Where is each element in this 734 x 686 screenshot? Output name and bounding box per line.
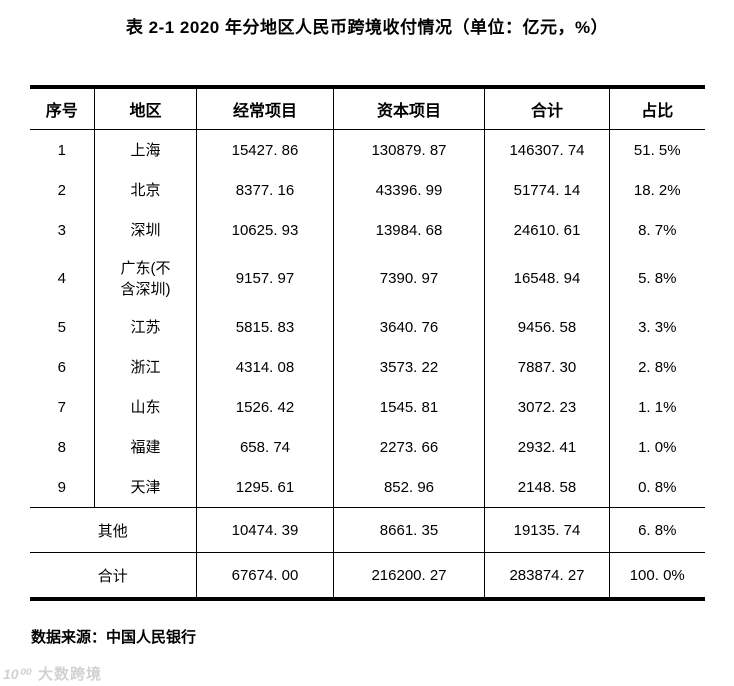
cell-region: 北京 — [94, 170, 197, 210]
cell-total: 9456. 58 — [484, 307, 610, 347]
cell-capital: 3640. 76 — [333, 307, 485, 347]
cell-seq: 8 — [57, 438, 66, 456]
cell-current: 10474. 39 — [196, 507, 334, 553]
col-header-seq: 序号 — [29, 87, 95, 130]
cell-seq: 6 — [57, 358, 66, 376]
cell-current: 5815. 83 — [196, 307, 334, 347]
table-row: 9 天津 1295. 61 852. 96 2148. 58 0. 8% — [30, 467, 705, 508]
cell-capital: 852. 96 — [333, 467, 485, 508]
cell-current: 4314. 08 — [196, 347, 334, 387]
cell-capital: 13984. 68 — [333, 210, 485, 250]
table-row: 5 江苏 5815. 83 3640. 76 9456. 58 3. 3% — [30, 307, 705, 347]
cell-current: 10625. 93 — [196, 210, 334, 250]
cell-total: 16548. 94 — [484, 250, 610, 307]
regional-rmb-table: 序号 地区 经常项目 资本项目 合计 占比 1 上海 15427. 86 130… — [29, 85, 705, 601]
cell-region: 福建 — [94, 427, 197, 467]
cell-current: 1526. 42 — [196, 387, 334, 427]
cell-share: 18. 2% — [609, 170, 705, 210]
cell-total: 146307. 74 — [484, 129, 610, 170]
col-header-share: 占比 — [609, 87, 705, 130]
cell-share: 3. 3% — [609, 307, 705, 347]
table-row: 8 福建 658. 74 2273. 66 2932. 41 1. 0% — [30, 427, 705, 467]
cell-share: 6. 8% — [609, 507, 705, 553]
cell-capital: 1545. 81 — [333, 387, 485, 427]
cell-seq: 1 — [57, 141, 66, 159]
cell-capital: 3573. 22 — [333, 347, 485, 387]
cell-seq: 5 — [57, 318, 66, 336]
table-row-grand-total: 合计 67674. 00 216200. 27 283874. 27 100. … — [29, 552, 705, 599]
cell-total: 24610. 61 — [484, 210, 610, 250]
cell-capital: 8661. 35 — [333, 507, 485, 553]
cell-share: 51. 5% — [609, 129, 705, 170]
cell-share: 1. 1% — [609, 387, 705, 427]
cell-share: 0. 8% — [609, 467, 705, 508]
cell-share: 2. 8% — [609, 347, 705, 387]
cell-capital: 216200. 27 — [333, 552, 485, 599]
cell-label: 合计 — [29, 552, 197, 599]
cell-current: 8377. 16 — [196, 170, 334, 210]
table-row: 2 北京 8377. 16 43396. 99 51774. 14 18. 2% — [30, 170, 705, 210]
cell-label: 其他 — [29, 507, 197, 553]
cell-seq: 4 — [57, 270, 66, 287]
cell-current: 67674. 00 — [196, 552, 334, 599]
cell-seq: 2 — [57, 181, 66, 199]
cell-share: 1. 0% — [609, 427, 705, 467]
cell-region: 深圳 — [94, 210, 197, 250]
cell-region: 天津 — [94, 467, 197, 508]
table-row-other: 其他 10474. 39 8661. 35 19135. 74 6. 8% — [29, 507, 705, 553]
table-row: 3 深圳 10625. 93 13984. 68 24610. 61 8. 7% — [30, 210, 705, 250]
data-source-note: 数据来源：中国人民银行 — [31, 629, 197, 646]
cell-region: 上海 — [94, 129, 197, 170]
watermark: 10⁰⁰ 大数跨境 — [3, 663, 102, 684]
cell-region: 浙江 — [94, 347, 197, 387]
page-title: 表 2-1 2020 年分地区人民币跨境收付情况（单位：亿元，%） — [125, 18, 609, 37]
table-row: 1 上海 15427. 86 130879. 87 146307. 74 51.… — [30, 129, 705, 170]
cell-share: 5. 8% — [609, 250, 705, 307]
col-header-region: 地区 — [94, 87, 197, 130]
cell-seq: 7 — [57, 398, 66, 416]
cell-current: 9157. 97 — [196, 250, 334, 307]
table-row: 4 广东(不 含深圳) 9157. 97 7390. 97 16548. 94 … — [30, 250, 705, 307]
col-header-current: 经常项目 — [196, 87, 334, 130]
cell-share: 100. 0% — [609, 552, 705, 599]
cell-region: 山东 — [94, 387, 197, 427]
cell-seq: 9 — [57, 478, 66, 496]
cell-current: 1295. 61 — [196, 467, 334, 508]
cell-total: 3072. 23 — [484, 387, 610, 427]
cell-total: 7887. 30 — [484, 347, 610, 387]
watermark-logo-icon: 10⁰⁰ — [3, 666, 30, 682]
cell-region: 江苏 — [94, 307, 197, 347]
cell-total: 19135. 74 — [484, 507, 610, 553]
cell-capital: 2273. 66 — [333, 427, 485, 467]
cell-total: 2148. 58 — [484, 467, 610, 508]
col-header-total: 合计 — [484, 87, 610, 130]
header-row: 序号 地区 经常项目 资本项目 合计 占比 — [29, 87, 705, 130]
cell-seq: 3 — [57, 221, 66, 239]
cell-capital: 7390. 97 — [333, 250, 485, 307]
cell-current: 658. 74 — [196, 427, 334, 467]
cell-region: 广东(不 含深圳) — [94, 250, 197, 307]
cell-total: 283874. 27 — [484, 552, 610, 599]
col-header-capital: 资本项目 — [333, 87, 485, 130]
table-row: 7 山东 1526. 42 1545. 81 3072. 23 1. 1% — [30, 387, 705, 427]
watermark-brand-text: 大数跨境 — [37, 666, 102, 683]
cell-total: 51774. 14 — [484, 170, 610, 210]
cell-share: 8. 7% — [609, 210, 705, 250]
cell-total: 2932. 41 — [484, 427, 610, 467]
table-row: 6 浙江 4314. 08 3573. 22 7887. 30 2. 8% — [30, 347, 705, 387]
cell-capital: 130879. 87 — [333, 129, 485, 170]
cell-capital: 43396. 99 — [333, 170, 485, 210]
cell-current: 15427. 86 — [196, 129, 334, 170]
